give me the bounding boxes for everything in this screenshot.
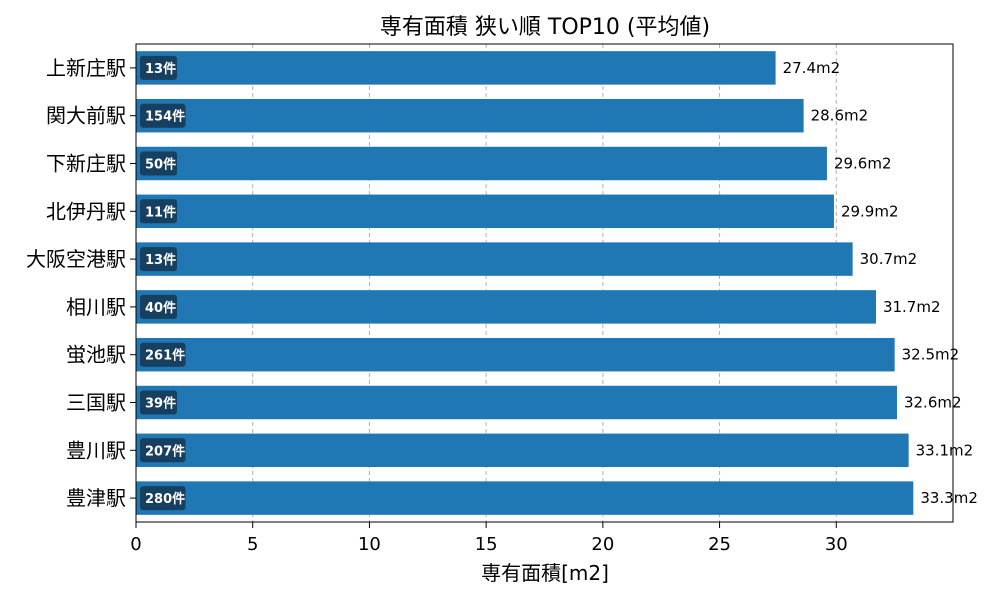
- value-label: 32.6m2: [904, 394, 962, 412]
- bar: [136, 98, 804, 133]
- count-label: 40件: [145, 300, 176, 316]
- count-label: 207件: [145, 443, 185, 459]
- x-tick-label: 10: [358, 534, 381, 555]
- value-label: 31.7m2: [883, 298, 941, 316]
- count-badge: [140, 390, 177, 415]
- value-label: 30.7m2: [860, 250, 918, 268]
- y-tick-label: 相川駅: [66, 295, 126, 319]
- count-badge: [140, 103, 186, 128]
- count-badge: [140, 247, 177, 272]
- count-badge: [140, 199, 177, 224]
- bar: [136, 51, 776, 85]
- bar: [136, 385, 897, 420]
- count-badge: [140, 151, 177, 176]
- x-tick-label: 20: [591, 534, 614, 555]
- bar: [136, 242, 853, 276]
- count-label: 261件: [145, 348, 185, 364]
- y-tick-label: 大阪空港駅: [26, 247, 126, 271]
- chart-title: 専有面積 狭い順 TOP10 (平均値): [380, 15, 710, 40]
- y-tick-label: 下新庄駅: [46, 152, 126, 176]
- y-tick-label: 蛍池駅: [66, 343, 126, 367]
- count-label: 11件: [145, 204, 176, 220]
- bar: [136, 481, 914, 515]
- value-label: 28.6m2: [811, 107, 869, 125]
- count-label: 39件: [145, 396, 176, 412]
- bar: [136, 146, 827, 181]
- value-label: 33.3m2: [920, 489, 978, 507]
- value-label: 29.9m2: [841, 202, 899, 220]
- y-tick-label: 豊津駅: [66, 486, 126, 510]
- count-label: 50件: [145, 157, 176, 173]
- x-axis-label: 専有面積[m2]: [481, 561, 609, 585]
- x-axis: 0 5 10 15 20 25 30: [130, 522, 848, 555]
- value-label: 29.6m2: [834, 155, 892, 173]
- count-label: 13件: [145, 61, 176, 77]
- count-label: 280件: [145, 491, 185, 507]
- y-tick-label: 北伊丹駅: [46, 199, 126, 223]
- count-label: 13件: [145, 252, 176, 268]
- x-tick-label: 30: [825, 534, 848, 555]
- bar: [136, 290, 876, 324]
- count-label: 154件: [145, 109, 185, 125]
- y-tick-label: 三国駅: [66, 391, 126, 415]
- bar: [136, 194, 834, 229]
- value-label: 32.5m2: [902, 346, 960, 364]
- value-label: 27.4m2: [783, 59, 841, 77]
- x-tick-label: 5: [247, 534, 258, 555]
- y-tick-label: 豊川駅: [66, 438, 126, 462]
- count-badge: [140, 294, 177, 319]
- y-tick-label: 上新庄駅: [46, 56, 126, 80]
- count-badge: [140, 55, 177, 80]
- bars-group: 27.4m2 13件 28.6m2 154件 29.6m2 50件 29.9m2 11件 30.…: [136, 51, 978, 515]
- x-tick-label: 25: [708, 534, 731, 555]
- y-tick-label: 関大前駅: [46, 104, 126, 128]
- x-tick-label: 0: [130, 534, 141, 555]
- value-label: 33.1m2: [916, 441, 974, 459]
- x-tick-label: 15: [475, 534, 498, 555]
- bar: [136, 337, 895, 372]
- bar: [136, 433, 909, 468]
- plot-frame: [135, 43, 954, 523]
- count-badge: [140, 486, 186, 511]
- count-badge: [140, 438, 186, 463]
- count-badge: [140, 342, 186, 367]
